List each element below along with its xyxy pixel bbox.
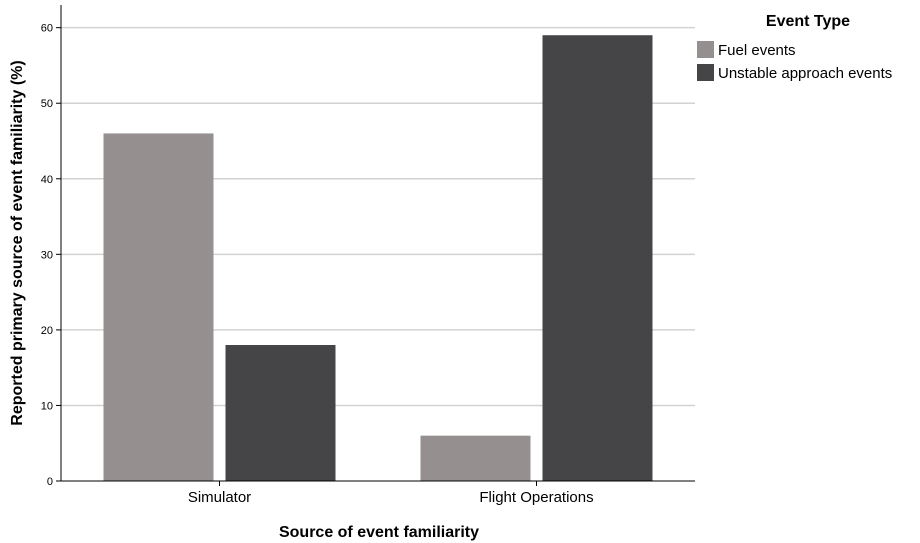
x-tick-label: Simulator [188, 489, 251, 506]
bars [103, 35, 653, 481]
y-tick-label: 50 [41, 98, 53, 110]
y-tick-label: 40 [41, 174, 53, 186]
legend-swatch [697, 64, 714, 81]
y-tick-label: 0 [47, 476, 53, 488]
legend-label: Fuel events [718, 42, 796, 59]
legend-title: Event Type [766, 13, 850, 30]
legend-label: Unstable approach events [718, 65, 892, 82]
x-axis-title: Source of event familiarity [279, 524, 479, 541]
legend-items: Fuel events Unstable approach events [697, 41, 892, 82]
x-tick-labels: Simulator Flight Operations [188, 481, 594, 506]
bar-unstable-approach-events-flight-operations [542, 35, 653, 481]
y-tick-label: 20 [41, 325, 53, 337]
y-axis-title: Reported primary source of event familia… [9, 60, 26, 425]
bar-unstable-approach-events-simulator [225, 345, 336, 481]
y-tick-label: 30 [41, 249, 53, 261]
bar-fuel-events-simulator [103, 133, 214, 481]
y-tick-label: 10 [41, 400, 53, 412]
legend-swatch [697, 41, 714, 58]
bar-fuel-events-flight-operations [420, 435, 531, 481]
legend: Event Type Fuel events Unstable approach … [697, 13, 892, 82]
y-tick-label: 60 [41, 23, 53, 35]
axes [60, 5, 695, 482]
y-tick-labels: 0 10 20 30 40 50 60 [41, 23, 61, 488]
x-tick-label: Flight Operations [479, 489, 593, 506]
